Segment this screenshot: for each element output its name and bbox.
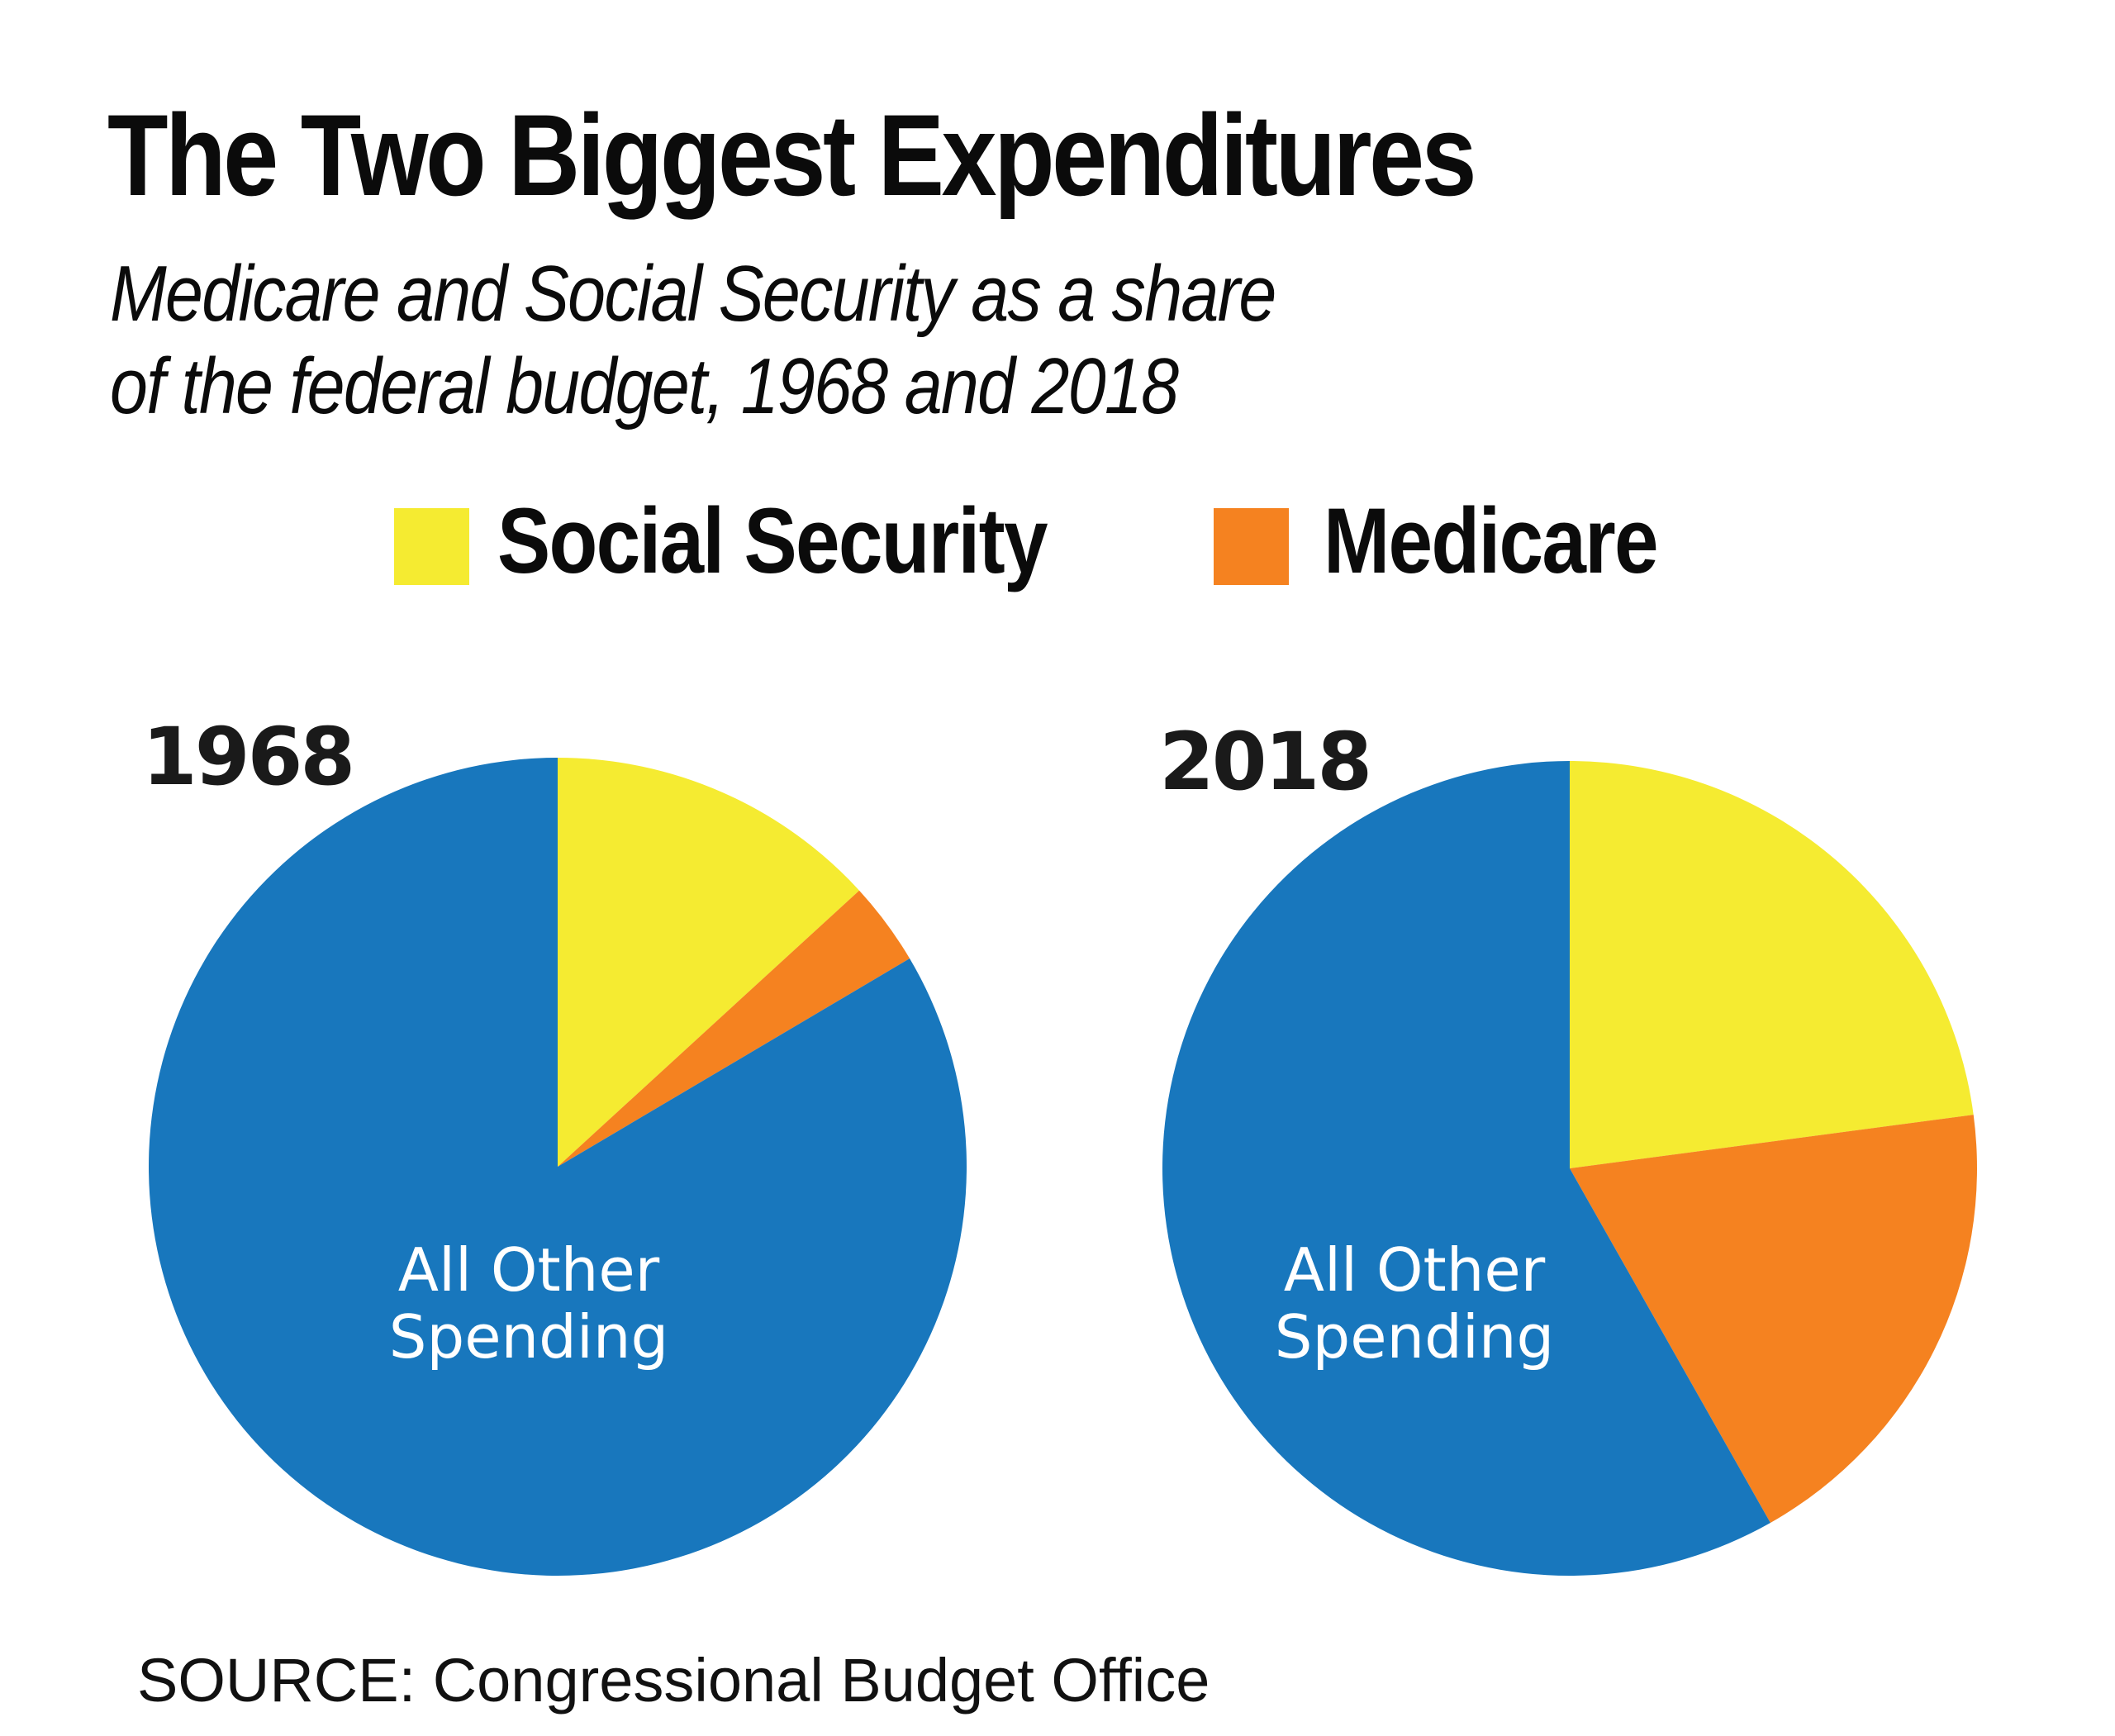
pie-year-1968: 1968: [142, 711, 355, 803]
source-note: SOURCE: Congressional Budget Office: [137, 1646, 1210, 1715]
pie-slice-1968-all-other-spending: [148, 758, 967, 1576]
pie-slice-2018-all-other-spending: [1162, 761, 1770, 1576]
pie-year-2018: 2018: [1159, 716, 1372, 808]
pie-slice-2018-social-security: [1570, 761, 1974, 1168]
slice-label-2018-line-2: Spending: [1275, 1302, 1554, 1372]
pie-slice-1968-medicare: [558, 890, 910, 1167]
chart-subtitle: Medicare and Social Security as a share …: [110, 248, 1276, 433]
pie-slice-1968-social-security: [558, 758, 860, 1167]
chart-title: The Two Biggest Expenditures: [107, 90, 1477, 220]
slice-label-1968-line-2: Spending: [389, 1302, 668, 1372]
legend-swatch-social-security: [394, 508, 469, 585]
subtitle-line-1: Medicare and Social Security as a share: [110, 250, 1276, 338]
subtitle-line-2: of the federal budget, 1968 and 2018: [110, 342, 1179, 430]
legend-label-medicare: Medicare: [1324, 489, 1659, 592]
slice-label-1968-line-1: All Other: [398, 1235, 660, 1305]
slice-label-2018-line-1: All Other: [1284, 1235, 1546, 1305]
legend-swatch-medicare: [1214, 508, 1289, 585]
legend-label-social-security: Social Security: [497, 489, 1048, 592]
pie-slice-2018-medicare: [1570, 1115, 1977, 1524]
